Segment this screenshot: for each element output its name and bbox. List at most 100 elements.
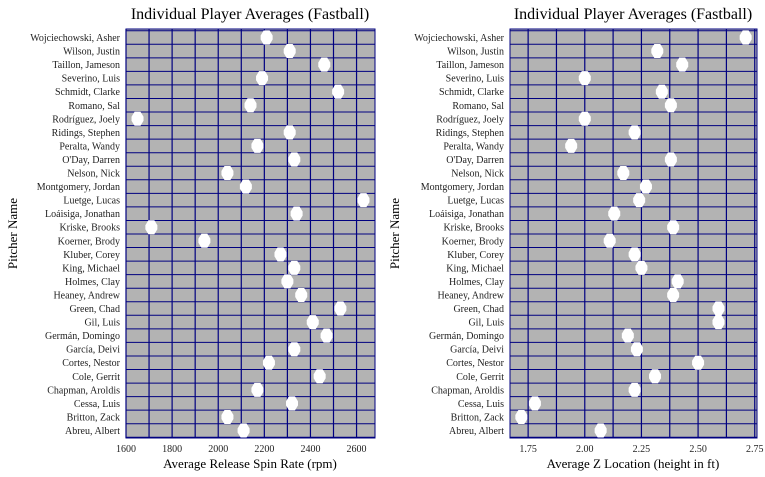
y-tick-label: García, Deivi <box>450 345 504 356</box>
data-point <box>630 342 643 357</box>
x-tick-label: 2600 <box>347 444 367 455</box>
data-point <box>608 206 621 221</box>
y-tick-label: Montgomery, Jordan <box>421 182 504 193</box>
y-tick-label: Abreu, Albert <box>449 426 504 437</box>
data-point <box>664 98 677 113</box>
data-point <box>274 247 287 262</box>
y-tick-label: Cole, Gerrit <box>456 372 504 383</box>
y-tick-label: Green, Chad <box>69 304 120 315</box>
data-point <box>306 315 319 330</box>
y-tick-label: Abreu, Albert <box>65 426 120 437</box>
data-point <box>262 355 275 370</box>
data-point <box>603 233 616 248</box>
data-point <box>628 247 641 262</box>
data-point <box>286 396 298 411</box>
data-point <box>320 328 333 343</box>
y-tick-label: Montgomery, Jordan <box>37 182 120 193</box>
data-point <box>664 152 677 167</box>
y-tick-label: Taillon, Jameson <box>52 60 120 71</box>
x-axis-title: Average Release Spin Rate (rpm) <box>163 456 337 471</box>
data-point <box>198 233 211 248</box>
data-point <box>667 287 680 302</box>
x-tick-label: 2400 <box>300 444 320 455</box>
data-point <box>244 98 257 113</box>
y-tick-label: King, Michael <box>62 263 120 274</box>
data-point <box>594 423 607 438</box>
y-tick-label: Romano, Sal <box>68 101 120 112</box>
y-tick-label: Schmidt, Clarke <box>439 87 505 98</box>
data-point <box>628 125 641 140</box>
data-point <box>578 111 591 126</box>
data-point <box>251 382 264 397</box>
y-tick-label: King, Michael <box>446 263 504 274</box>
y-tick-label: Rodríguez, Joely <box>52 114 120 125</box>
data-point <box>565 138 578 153</box>
x-tick-label: 2.75 <box>746 444 764 455</box>
data-point <box>251 138 264 153</box>
data-point <box>639 179 652 194</box>
x-tick-label: 2.50 <box>689 444 707 455</box>
y-tick-label: Holmes, Clay <box>65 277 120 288</box>
data-point <box>712 301 725 316</box>
data-point <box>237 423 250 438</box>
y-tick-label: O'Day, Darren <box>62 155 120 166</box>
data-point <box>283 44 296 59</box>
y-tick-label: Wilson, Justin <box>63 47 120 58</box>
data-point <box>288 260 301 275</box>
data-point <box>221 166 234 181</box>
data-point <box>313 369 326 384</box>
data-point <box>655 84 668 99</box>
y-tick-label: Peralta, Wandy <box>59 141 120 152</box>
chart-title: Individual Player Averages (Fastball) <box>131 6 369 23</box>
y-tick-label: Ridings, Stephen <box>436 128 504 139</box>
y-tick-label: Cortes, Nestor <box>62 358 120 369</box>
y-tick-label: Heaney, Andrew <box>53 290 120 301</box>
x-tick-label: 2000 <box>208 444 228 455</box>
data-point <box>290 206 303 221</box>
y-tick-label: Kriske, Brooks <box>59 223 120 234</box>
y-tick-label: Germán, Domingo <box>429 331 504 342</box>
y-tick-label: García, Deivi <box>66 345 120 356</box>
y-tick-label: Loáisiga, Jonathan <box>45 209 120 220</box>
y-tick-label: Heaney, Andrew <box>437 290 504 301</box>
data-point <box>528 396 541 411</box>
data-point <box>295 287 308 302</box>
chart-title: Individual Player Averages (Fastball) <box>514 6 752 23</box>
data-point <box>667 220 680 235</box>
x-tick-label: 1.75 <box>519 444 537 455</box>
x-tick-label: 2.25 <box>633 444 651 455</box>
data-point <box>281 274 294 289</box>
y-axis-title: Pitcher Name <box>5 198 20 269</box>
y-tick-label: Chapman, Aroldis <box>47 385 120 396</box>
data-point <box>256 71 269 86</box>
data-point <box>692 355 705 370</box>
y-tick-label: Schmidt, Clarke <box>55 87 121 98</box>
data-point <box>739 30 752 45</box>
y-tick-label: Luetge, Lucas <box>63 196 120 207</box>
plot-border <box>509 28 758 439</box>
y-tick-label: Cortes, Nestor <box>446 358 504 369</box>
data-point <box>628 382 641 397</box>
data-point <box>260 30 273 45</box>
data-point <box>578 71 591 86</box>
data-point <box>633 193 646 208</box>
y-tick-label: Cole, Gerrit <box>72 372 120 383</box>
data-point <box>221 409 234 424</box>
data-point <box>334 301 347 316</box>
y-tick-label: Taillon, Jameson <box>436 60 504 71</box>
x-tick-label: 1800 <box>162 444 182 455</box>
data-point <box>651 44 664 59</box>
data-point <box>515 409 528 424</box>
y-tick-label: Kriske, Brooks <box>443 223 504 234</box>
data-point <box>617 166 630 181</box>
y-tick-label: Severino, Luis <box>446 74 504 85</box>
y-tick-label: Britton, Zack <box>67 412 120 423</box>
y-tick-label: Loáisiga, Jonathan <box>429 209 504 220</box>
y-tick-label: Severino, Luis <box>62 74 120 85</box>
y-tick-label: Wojciechowski, Asher <box>30 33 120 44</box>
y-tick-label: Cessa, Luis <box>458 399 504 410</box>
data-point <box>288 152 301 167</box>
data-point <box>357 193 370 208</box>
y-tick-label: Luetge, Lucas <box>447 196 504 207</box>
